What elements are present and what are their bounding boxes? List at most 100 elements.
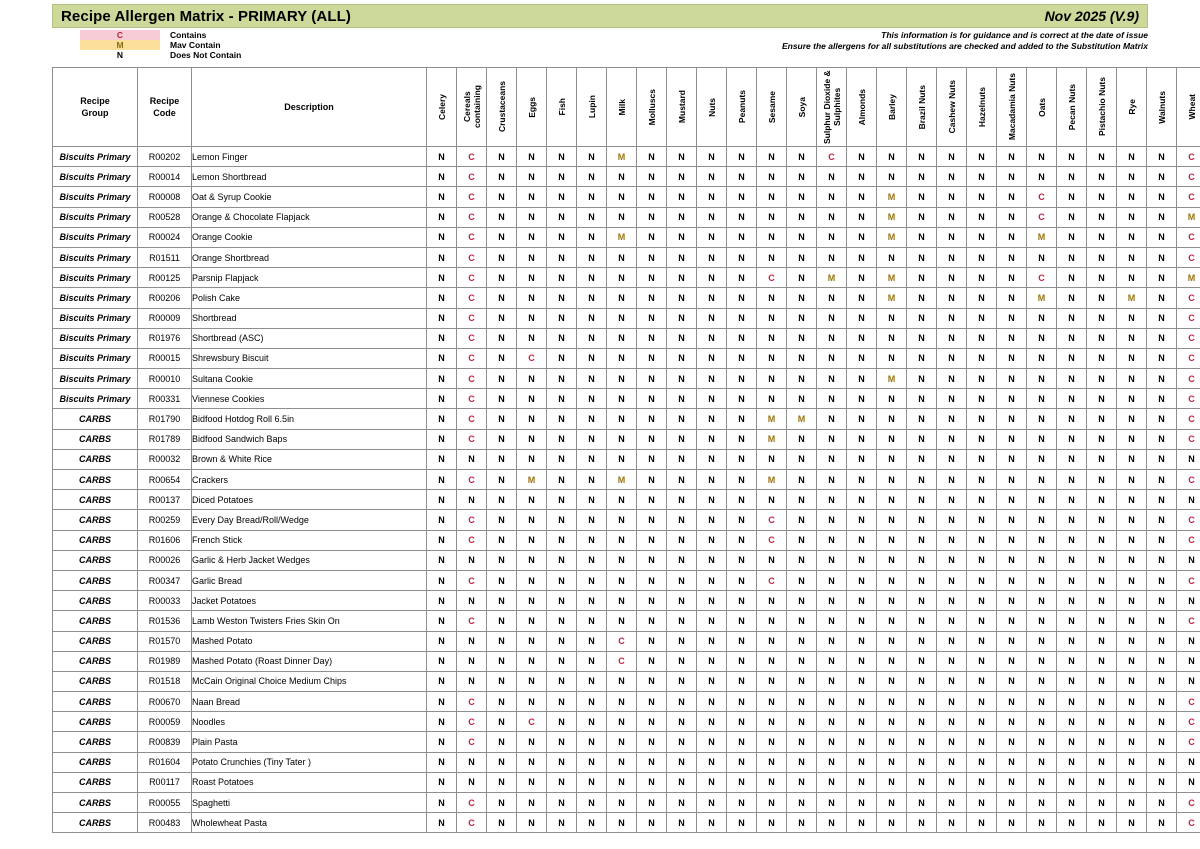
page-title: Recipe Allergen Matrix - PRIMARY (ALL): [61, 7, 351, 25]
cell-allergen-status: N: [846, 650, 877, 672]
cell-description: Lemon Shortbread: [191, 166, 427, 188]
cell-allergen-status: N: [876, 489, 907, 511]
cell-allergen-status: N: [576, 408, 607, 430]
cell-description: Naan Bread: [191, 691, 427, 713]
cell-allergen-status: N: [576, 691, 607, 713]
cell-allergen-status: N: [426, 711, 457, 733]
cell-allergen-status: N: [816, 166, 847, 188]
cell-allergen-status: N: [876, 630, 907, 652]
cell-allergen-status: N: [726, 327, 757, 349]
cell-description: Orange & Chocolate Flapjack: [191, 206, 427, 228]
cell-description: Parsnip Flapjack: [191, 267, 427, 289]
cell-allergen-status: N: [906, 711, 937, 733]
cell-allergen-status: M: [876, 287, 907, 309]
cell-allergen-status: N: [1146, 630, 1177, 652]
cell-allergen-status: N: [486, 569, 517, 592]
cell-allergen-status: N: [1146, 650, 1177, 672]
column-header-allergen: Eggs: [516, 67, 547, 147]
cell-allergen-status: C: [1176, 287, 1200, 309]
allergen-header-label: Pecan Nuts: [1066, 83, 1077, 131]
cell-allergen-status: C: [1176, 731, 1200, 753]
cell-recipe-group: CARBS: [52, 610, 138, 632]
cell-allergen-status: N: [756, 246, 787, 269]
cell-allergen-status: N: [1116, 670, 1147, 693]
cell-allergen-status: N: [1146, 388, 1177, 410]
cell-allergen-status: N: [1116, 327, 1147, 349]
cell-allergen-status: N: [936, 711, 967, 733]
cell-allergen-status: N: [1056, 226, 1087, 248]
cell-recipe-code: R01989: [137, 650, 192, 672]
cell-allergen-status: N: [696, 812, 727, 834]
cell-recipe-group: CARBS: [52, 408, 138, 430]
cell-allergen-status: N: [996, 711, 1027, 733]
cell-allergen-status: N: [816, 408, 847, 430]
cell-allergen-status: N: [1146, 529, 1177, 551]
cell-allergen-status: N: [666, 489, 697, 511]
cell-allergen-status: N: [486, 509, 517, 531]
cell-allergen-status: N: [666, 630, 697, 652]
cell-allergen-status: N: [876, 691, 907, 713]
column-header-allergen: Lupin: [576, 67, 607, 147]
table-row: CARBS R00654 Crackers N C N M N N M N N N N M N N N N N N N N N…: [52, 468, 1200, 491]
cell-allergen-status: N: [996, 408, 1027, 430]
cell-allergen-status: N: [816, 368, 847, 390]
cell-allergen-status: N: [486, 347, 517, 370]
cell-recipe-code: R01570: [137, 630, 192, 652]
cell-allergen-status: N: [696, 489, 727, 511]
cell-description: Plain Pasta: [191, 731, 427, 753]
cell-allergen-status: C: [456, 327, 487, 349]
cell-allergen-status: N: [726, 145, 757, 168]
cell-allergen-status: N: [846, 630, 877, 652]
cell-allergen-status: N: [1086, 307, 1117, 329]
cell-allergen-status: N: [1116, 347, 1147, 370]
legend-key-c: C: [80, 30, 160, 40]
cell-allergen-status: N: [636, 327, 667, 349]
cell-allergen-status: N: [1086, 145, 1117, 168]
cell-allergen-status: N: [576, 771, 607, 794]
cell-allergen-status: N: [996, 368, 1027, 390]
column-header-allergen: Cashew Nuts: [936, 67, 967, 147]
cell-allergen-status: N: [1146, 691, 1177, 713]
cell-allergen-status: N: [816, 206, 847, 228]
cell-allergen-status: N: [906, 186, 937, 208]
cell-allergen-status: N: [636, 791, 667, 814]
cell-allergen-status: N: [966, 771, 997, 794]
cell-allergen-status: N: [1056, 590, 1087, 612]
cell-allergen-status: N: [516, 246, 547, 269]
table-row: CARBS R00026 Garlic & Herb Jacket Wedges N N…: [52, 549, 1200, 571]
matrix-table-wrapper: Recipe Group Recipe Code Description Celer…: [52, 67, 1200, 834]
cell-allergen-status: N: [576, 246, 607, 269]
cell-allergen-status: N: [696, 327, 727, 349]
cell-allergen-status: C: [756, 529, 787, 551]
cell-allergen-status: N: [426, 448, 457, 471]
cell-allergen-status: N: [456, 771, 487, 794]
cell-allergen-status: N: [696, 569, 727, 592]
cell-allergen-status: N: [606, 751, 637, 773]
cell-allergen-status: N: [546, 347, 577, 370]
cell-allergen-status: N: [666, 287, 697, 309]
allergen-header-label: Celery: [436, 94, 447, 120]
cell-allergen-status: N: [1176, 670, 1200, 693]
cell-allergen-status: N: [1086, 509, 1117, 531]
cell-allergen-status: N: [486, 489, 517, 511]
cell-recipe-group: CARBS: [52, 650, 138, 672]
cell-allergen-status: N: [1056, 549, 1087, 571]
cell-allergen-status: N: [966, 327, 997, 349]
allergen-header-label: Walnuts: [1156, 90, 1167, 124]
cell-allergen-status: N: [906, 691, 937, 713]
cell-allergen-status: N: [1026, 569, 1057, 592]
cell-allergen-status: N: [846, 549, 877, 571]
cell-recipe-code: R00008: [137, 186, 192, 208]
column-header-allergen: Cereals containing: [456, 67, 487, 147]
cell-allergen-status: N: [756, 489, 787, 511]
cell-allergen-status: N: [786, 549, 817, 571]
cell-allergen-status: N: [876, 307, 907, 329]
cell-allergen-status: N: [906, 267, 937, 289]
cell-allergen-status: N: [846, 812, 877, 834]
cell-allergen-status: N: [996, 751, 1027, 773]
cell-recipe-group: CARBS: [52, 569, 138, 592]
cell-allergen-status: C: [456, 731, 487, 753]
cell-allergen-status: N: [786, 691, 817, 713]
cell-allergen-status: N: [486, 468, 517, 491]
cell-allergen-status: N: [906, 751, 937, 773]
